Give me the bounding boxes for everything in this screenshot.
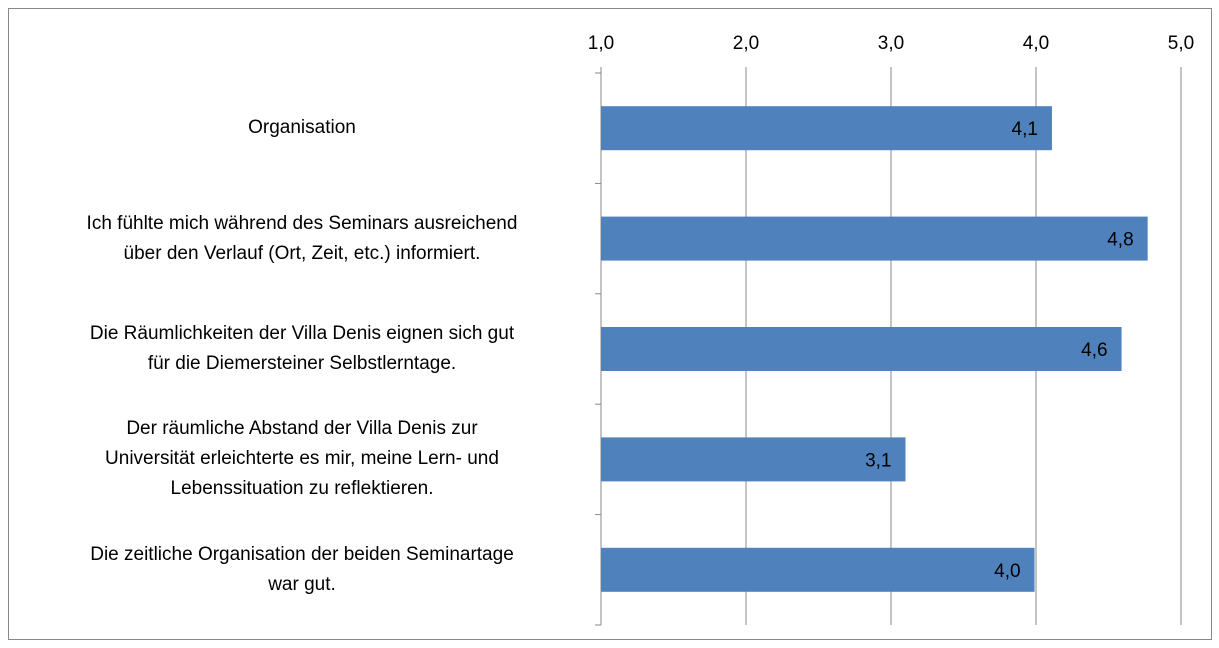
y-tick-label: Ich fühlte mich während des Seminars aus… [86, 212, 518, 264]
bar [601, 216, 1148, 261]
x-tick-label: 2,0 [733, 33, 759, 54]
x-tick-label: 4,0 [1023, 33, 1049, 54]
y-tick-label: Die Räumlichkeiten der Villa Denis eigne… [89, 323, 515, 374]
x-tick-label: 5,0 [1168, 33, 1194, 54]
x-tick-label: 1,0 [588, 33, 614, 54]
y-tick-label: Organisation [248, 117, 356, 139]
value-label: 4,8 [1107, 230, 1133, 251]
y-tick-label: Die zeitliche Organisation der beiden Se… [90, 543, 514, 595]
value-label: 4,0 [994, 561, 1020, 582]
value-label: 3,1 [865, 450, 891, 471]
value-label: 4,1 [1012, 119, 1038, 140]
bar [601, 437, 906, 482]
bar [601, 106, 1052, 151]
x-tick-label: 3,0 [878, 33, 904, 54]
chart-frame [8, 8, 1212, 640]
bar [601, 327, 1122, 371]
value-label: 4,6 [1081, 340, 1107, 361]
y-tick-label: Der räumliche Abstand der Villa Denis zu… [105, 418, 499, 500]
bar [601, 547, 1035, 592]
